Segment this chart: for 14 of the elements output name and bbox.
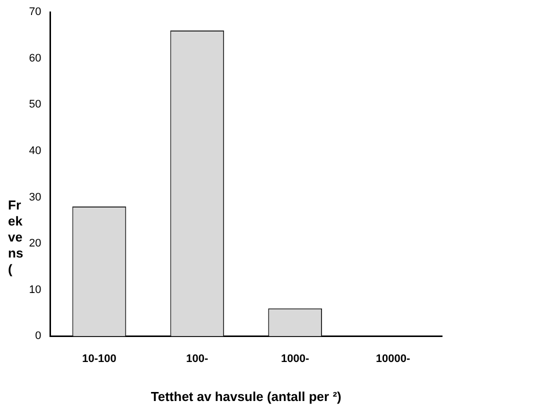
y-axis-title: Frekvens ( bbox=[8, 198, 24, 277]
x-tick-label: 1000- bbox=[281, 352, 310, 365]
x-tick-label: 100- bbox=[186, 352, 208, 365]
y-tick-label: 60 bbox=[28, 52, 42, 64]
y-tick-label: 20 bbox=[28, 238, 42, 250]
x-axis-title: Tetthet av havsule (antall per ²) bbox=[150, 388, 342, 404]
y-tick-label: 70 bbox=[28, 6, 42, 18]
y-tick-label: 40 bbox=[28, 144, 42, 157]
x-tick-label: 10-100 bbox=[82, 352, 116, 365]
x-tick-label: 10000- bbox=[376, 352, 410, 365]
y-tick-label: 30 bbox=[28, 191, 42, 204]
y-tick-label: 10 bbox=[28, 284, 42, 296]
y-tick-label: 50 bbox=[28, 98, 42, 111]
y-tick-label: 0 bbox=[35, 330, 42, 342]
